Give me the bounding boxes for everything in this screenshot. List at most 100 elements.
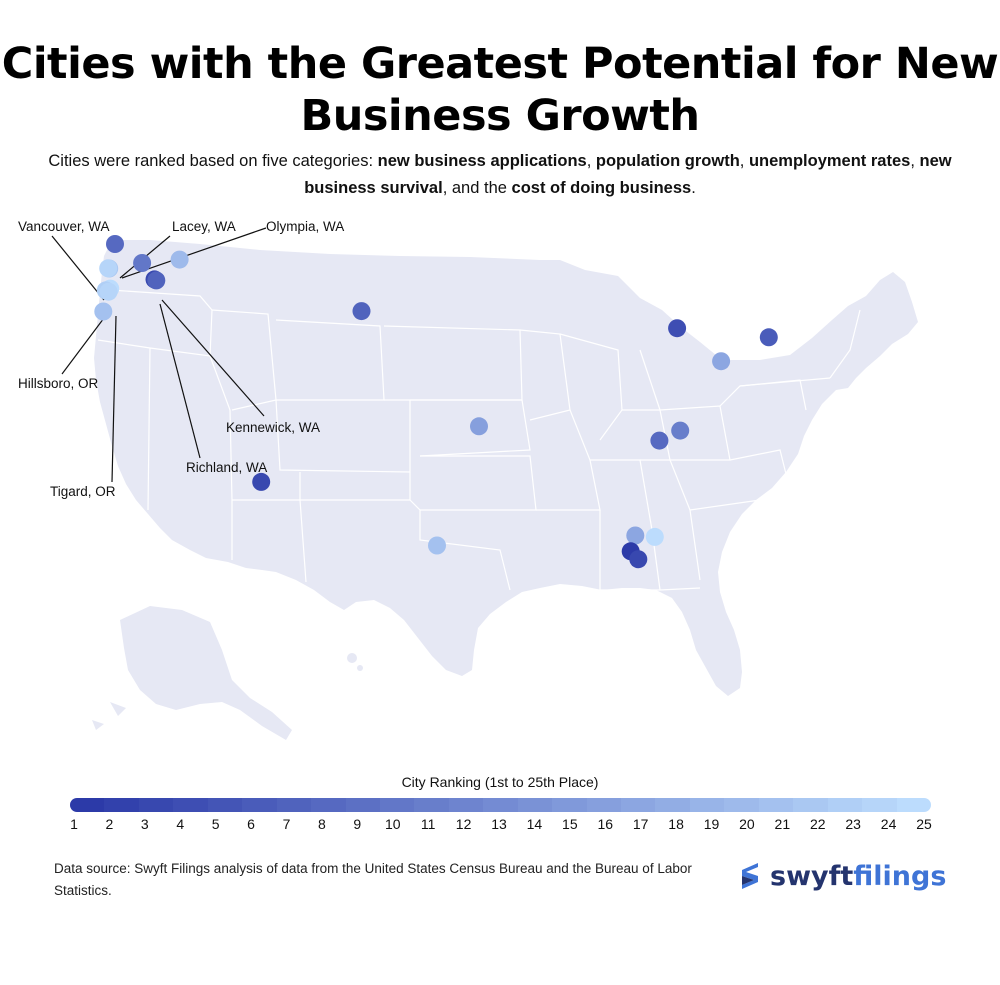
legend-tick-label: 23 <box>845 816 861 832</box>
city-marker[interactable] <box>470 417 488 436</box>
city-marker[interactable] <box>133 254 152 272</box>
callout-label: Richland, WA <box>186 460 267 475</box>
legend-color-segment <box>242 798 277 812</box>
subtitle-bold-category: new business applications <box>377 152 587 170</box>
city-marker[interactable] <box>671 421 690 440</box>
legend-color-segment <box>483 798 518 812</box>
title-line-2: Business Growth <box>300 91 700 141</box>
legend-tick-label: 22 <box>809 816 826 832</box>
callout-labels: Vancouver, WA Lacey, WA Olympia, WA Hillsbo… <box>18 219 344 499</box>
legend-tick-label: 13 <box>491 816 507 832</box>
city-markers <box>94 235 778 569</box>
legend-ticks: 1 2 3 4 5 6 7 8 9 10 11 12 13 14 15 16 17 18 19 20 21 22 23 24 2… <box>0 816 1000 836</box>
legend-color-segment <box>138 798 174 812</box>
legend-tick-label: 20 <box>739 816 755 832</box>
legend-tick-label: 14 <box>526 816 543 832</box>
alaska-shape <box>92 606 292 740</box>
legend-tick-label: 21 <box>774 816 791 832</box>
legend-color-segment <box>655 798 690 812</box>
legend-tick-label: 25 <box>916 816 932 832</box>
legend-color-segment <box>414 798 449 812</box>
legend-color-scale <box>70 798 931 812</box>
island-shape <box>347 653 357 663</box>
subtitle-text: , <box>739 152 749 170</box>
legend-tick-label: 7 <box>282 816 291 832</box>
city-marker[interactable] <box>352 302 371 321</box>
legend-color-segment <box>862 798 897 812</box>
legend-color-segment <box>827 798 863 812</box>
legend-tick-label: 2 <box>105 816 114 832</box>
subtitle-bold-category: population growth <box>595 152 740 170</box>
logo-wordmark: swyftfilings <box>770 861 946 892</box>
legend-tick-label: 18 <box>668 816 684 832</box>
legend-tick-label: 1 <box>70 816 78 832</box>
city-marker[interactable] <box>645 527 664 546</box>
city-marker[interactable] <box>170 250 189 269</box>
callout-label: Tigard, OR <box>50 484 116 499</box>
legend-color-segment <box>70 798 105 812</box>
subtitle-bold-category: unemployment rates <box>748 152 911 170</box>
legend-tick-label: 11 <box>420 816 436 832</box>
legend-color-segment <box>896 798 931 812</box>
legend-color-segment <box>621 798 656 812</box>
callout-label: Vancouver, WA <box>18 219 110 234</box>
callout-leader-line <box>111 315 117 483</box>
title-line-1: Cities with the Greatest Potential for N… <box>1 39 999 89</box>
legend-tick-label: 5 <box>211 816 220 832</box>
city-marker[interactable] <box>629 550 648 569</box>
map-land <box>92 240 918 740</box>
subtitle-text: Cities were ranked based on five categor… <box>48 152 378 170</box>
legend-color-segment <box>689 798 725 812</box>
city-marker[interactable] <box>94 302 113 321</box>
legend-color-segment <box>311 798 346 812</box>
city-marker[interactable] <box>99 282 118 301</box>
island-shape <box>357 665 363 671</box>
legend-tick-label: 12 <box>455 816 472 832</box>
legend-color-segment <box>517 798 553 812</box>
legend-tick-label: 4 <box>176 816 185 832</box>
legend-color-segment <box>724 798 759 812</box>
legend-color-segment <box>552 798 587 812</box>
legend-tick-label: 9 <box>353 816 362 832</box>
swyftfilings-logo: swyftfilings <box>738 856 946 896</box>
subtitle: Cities were ranked based on five categor… <box>40 148 960 202</box>
subtitle-text: . <box>691 179 696 197</box>
contiguous-us-shape <box>94 240 918 696</box>
legend-tick-label: 3 <box>140 816 149 832</box>
legend-color-segment <box>448 798 484 812</box>
callout-leader-line <box>61 317 105 375</box>
city-marker[interactable] <box>106 235 124 253</box>
city-marker[interactable] <box>626 526 645 545</box>
callout-label: Lacey, WA <box>172 219 236 234</box>
swyft-s-mark-icon <box>742 863 758 889</box>
city-marker[interactable] <box>759 328 778 347</box>
city-marker[interactable] <box>428 536 446 555</box>
city-marker[interactable] <box>668 319 687 338</box>
legend-color-segment <box>173 798 208 812</box>
city-marker[interactable] <box>99 259 118 278</box>
city-marker[interactable] <box>650 431 669 450</box>
subtitle-text: , <box>586 152 596 170</box>
callout-leader-line <box>51 235 105 301</box>
legend-color-segment <box>345 798 380 812</box>
legend-color-segment <box>207 798 243 812</box>
subtitle-text: , <box>910 152 920 170</box>
legend-color-segment <box>276 798 312 812</box>
legend-tick-label: 15 <box>562 816 578 832</box>
logo-word-filings: filings <box>853 860 947 892</box>
legend-color-segment <box>586 798 621 812</box>
legend-color-segment <box>758 798 794 812</box>
state-borders <box>97 289 861 591</box>
callout-label: Olympia, WA <box>266 219 344 234</box>
city-marker[interactable] <box>252 472 271 491</box>
callout-label: Hillsboro, OR <box>18 376 99 391</box>
callout-leader-line <box>159 303 201 459</box>
callout-leader-line <box>161 299 265 417</box>
callout-label: Kennewick, WA <box>226 420 320 435</box>
city-marker[interactable] <box>147 271 166 290</box>
page-title: Cities with the Greatest Potential for N… <box>0 38 1000 142</box>
legend-color-segment <box>793 798 828 812</box>
city-marker[interactable] <box>712 352 731 371</box>
legend-tick-label: 10 <box>384 816 401 832</box>
legend-tick-label: 6 <box>247 816 255 832</box>
